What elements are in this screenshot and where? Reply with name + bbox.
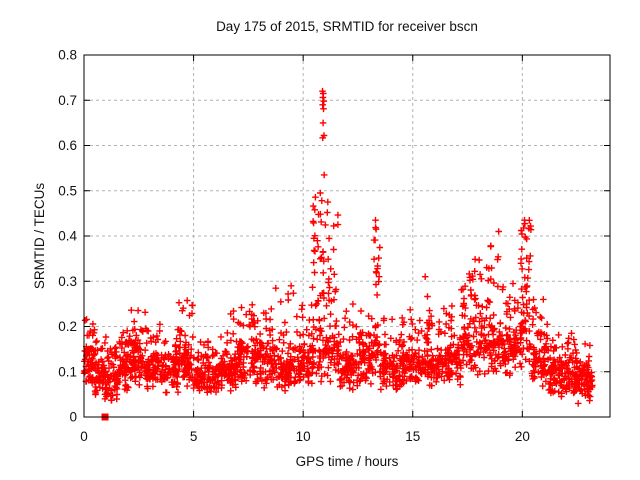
x-tick-label: 20 [515, 429, 530, 444]
y-tick-label: 0.6 [58, 138, 77, 153]
x-tick-label: 0 [80, 429, 88, 444]
x-tick-label: 5 [190, 429, 198, 444]
tick-labels: 0 5 10 15 20 0 0.1 0.2 0.3 0.4 0.5 0.6 0.7 0.8 [58, 48, 530, 445]
scatter-points [80, 87, 596, 407]
y-tick-label: 0.4 [58, 229, 77, 244]
x-tick-label: 10 [296, 429, 311, 444]
y-tick-label: 0 [69, 410, 77, 425]
y-tick-label: 0.7 [58, 93, 77, 108]
x-tick-label: 15 [405, 429, 420, 444]
y-tick-label: 0.1 [58, 364, 77, 379]
chart-title: Day 175 of 2015, SRMTID for receiver bsc… [216, 19, 478, 34]
y-tick-label: 0.5 [58, 183, 77, 198]
x-axis-label: GPS time / hours [296, 454, 399, 469]
plot-border [83, 54, 611, 418]
y-tick-label: 0.8 [58, 48, 77, 63]
y-axis-label: SRMTID / TECUs [32, 183, 47, 290]
y-tick-label: 0.2 [58, 319, 77, 334]
y-tick-label: 0.3 [58, 274, 77, 289]
